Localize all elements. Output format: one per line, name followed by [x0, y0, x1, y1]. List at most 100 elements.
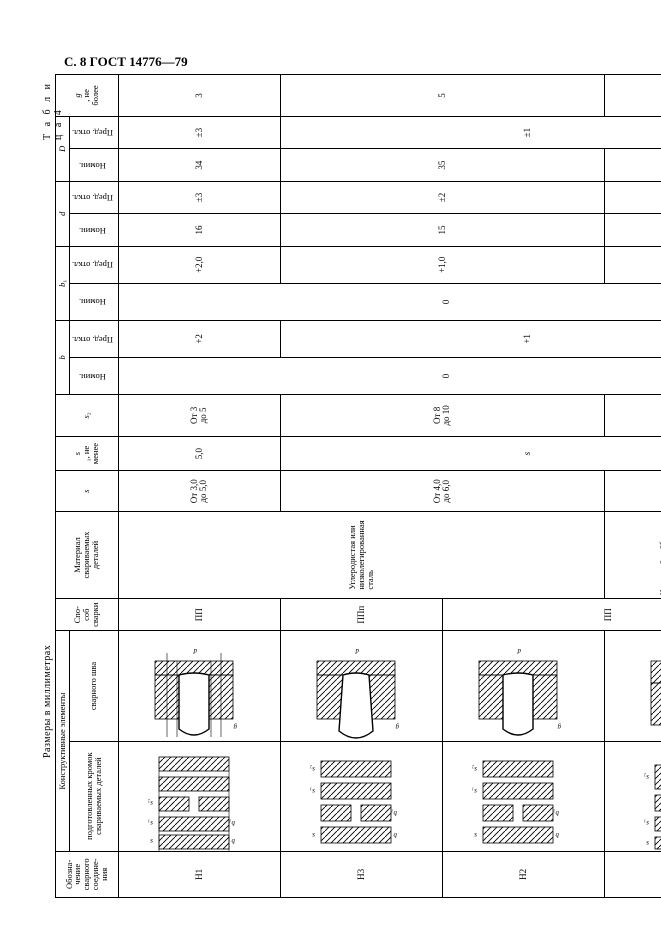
col-material: Материалсвариваемыхдеталей	[56, 512, 119, 599]
col-konstr: Конструктивные элементы	[56, 631, 70, 851]
svg-text:g: g	[557, 723, 561, 731]
drawing-a: b b₁ s s₁ s₂	[280, 741, 442, 851]
col-b1: b₁	[56, 246, 70, 320]
col-d-pred: Пред. откл.	[70, 181, 118, 213]
col-b1-nom: Номин.	[70, 283, 118, 320]
svg-text:s₁: s₁	[472, 787, 477, 795]
table-row: Н3 b b₁ s s₁ s₂	[280, 75, 442, 898]
sizes-label: Размеры в миллиметрах	[42, 645, 53, 758]
svg-text:s₂: s₂	[309, 765, 315, 773]
svg-text:d: d	[355, 647, 359, 655]
code: Н1	[118, 851, 280, 897]
val-d-nom: 15	[280, 214, 604, 246]
col-D-nom: Номин.	[70, 149, 118, 181]
val-d-pred: ±3	[118, 181, 280, 213]
val-D-nom: 35	[280, 149, 604, 181]
col-s: s	[56, 471, 119, 512]
val-D-pred: ±3	[118, 116, 280, 148]
val-s2: Неменее8	[604, 395, 661, 437]
code: Н3	[280, 851, 442, 897]
val-d-nom: 12	[604, 214, 661, 246]
drawing-b: gdD	[280, 631, 442, 741]
svg-text:b: b	[393, 831, 397, 839]
val-b1-pred: +1,0	[280, 246, 604, 283]
page-header: С. 8 ГОСТ 14776—79	[64, 54, 188, 70]
table-row: Н6 bss₁s₂35⁻⁵1,5⁺¹	[604, 75, 661, 898]
svg-text:d: d	[517, 647, 521, 655]
code: Н2	[442, 851, 604, 897]
drawing-b: g d D	[118, 631, 280, 741]
col-b-pred: Пред. откл.	[70, 320, 118, 357]
svg-text:s: s	[474, 831, 477, 839]
svg-text:g: g	[395, 723, 399, 731]
col-method: Спо-собсварки	[56, 598, 119, 630]
col-s2: s₂	[56, 395, 119, 437]
val-g: 6	[604, 75, 661, 117]
svg-text:b: b	[555, 831, 559, 839]
svg-text:s: s	[150, 837, 153, 845]
method: ПП	[118, 598, 280, 630]
val-s1: s	[280, 436, 661, 471]
col-d: d	[56, 181, 70, 246]
method: ПП	[442, 598, 661, 630]
material: Накладной шайбы —хромистая сталь; сред-н…	[604, 512, 661, 599]
svg-text:s: s	[646, 839, 649, 847]
val-d-nom: 16	[118, 214, 280, 246]
drawing-a: b b₁ s s₁ s₂	[118, 741, 280, 851]
spec-table: Обозна-чениесварногосоедине-ния Конструк…	[55, 74, 661, 898]
val-b1-pred: +0,5	[604, 246, 661, 283]
svg-text:s₁: s₁	[310, 787, 315, 795]
val-s: От 3,0до 5,0	[118, 471, 280, 512]
val-s2: От 8до 10	[280, 395, 604, 437]
svg-text:g: g	[233, 723, 237, 731]
val-b1-pred: +2,0	[118, 246, 280, 283]
col-s1: s₁, неменее	[56, 436, 119, 471]
svg-text:s₁: s₁	[644, 819, 649, 827]
val-g: 5	[280, 75, 604, 117]
code: Н6	[604, 851, 661, 897]
svg-text:d: d	[193, 647, 197, 655]
table-number: Т а б л и ц а 4	[42, 74, 64, 140]
svg-text:b₁: b₁	[229, 819, 235, 827]
method: ППп	[280, 598, 442, 630]
val-b-pred: +2	[118, 320, 280, 357]
svg-text:s: s	[312, 831, 315, 839]
svg-text:b₁: b₁	[553, 809, 559, 817]
col-konstr-b: сварного шва	[70, 631, 118, 741]
table-wrapper: Размеры в миллиметрах Т а б л и ц а 4 Об…	[55, 74, 615, 898]
val-s: От 4,0до 6,0	[280, 471, 604, 512]
val-D-nom: 25	[604, 149, 661, 181]
svg-text:D: D	[192, 739, 198, 741]
drawing-a: bss₁s₂35⁻⁵1,5⁺¹	[604, 741, 661, 851]
val-D-nom: 34	[118, 149, 280, 181]
material: Углеродистая илинизколегированнаясталь	[118, 512, 604, 599]
val-D-pred: ±1	[280, 116, 661, 148]
drawing-b: g d D	[442, 631, 604, 741]
svg-text:s₂: s₂	[643, 773, 649, 781]
drawing-b: gdD	[604, 631, 661, 741]
col-konstr-a: подготовленных кромоксвариваемых деталей	[70, 741, 118, 851]
col-b: b	[56, 320, 70, 394]
svg-text:b: b	[231, 837, 235, 845]
svg-text:s₂: s₂	[147, 799, 153, 807]
table-row: Н1 b b₁ s s₁ s₂	[118, 75, 280, 898]
drawing-a: bb₁ss₁s₂	[442, 741, 604, 851]
val-s2: От 3до 5	[118, 395, 280, 437]
val-b1-nom: 0	[118, 283, 661, 320]
val-d-pred: ±1	[604, 181, 661, 213]
val-b-nom: 0	[118, 357, 661, 394]
col-obs: Обозна-чениесварногосоедине-ния	[56, 851, 119, 897]
val-d-pred: ±2	[280, 181, 604, 213]
val-b-pred: +1	[280, 320, 661, 357]
col-b-nom: Номин.	[70, 357, 118, 394]
val-s: От 1,5до 4,0	[604, 471, 661, 512]
val-g: 3	[118, 75, 280, 117]
col-b1-pred: Пред. откл.	[70, 246, 118, 283]
val-s1: 5,0	[118, 436, 280, 471]
svg-text:D: D	[516, 739, 522, 741]
col-d-nom: Номин.	[70, 214, 118, 246]
svg-text:b₁: b₁	[391, 809, 397, 817]
col-D-pred: Пред. откл.	[70, 116, 118, 148]
svg-text:s₁: s₁	[148, 819, 153, 827]
col-g: g, неболее	[56, 75, 119, 117]
